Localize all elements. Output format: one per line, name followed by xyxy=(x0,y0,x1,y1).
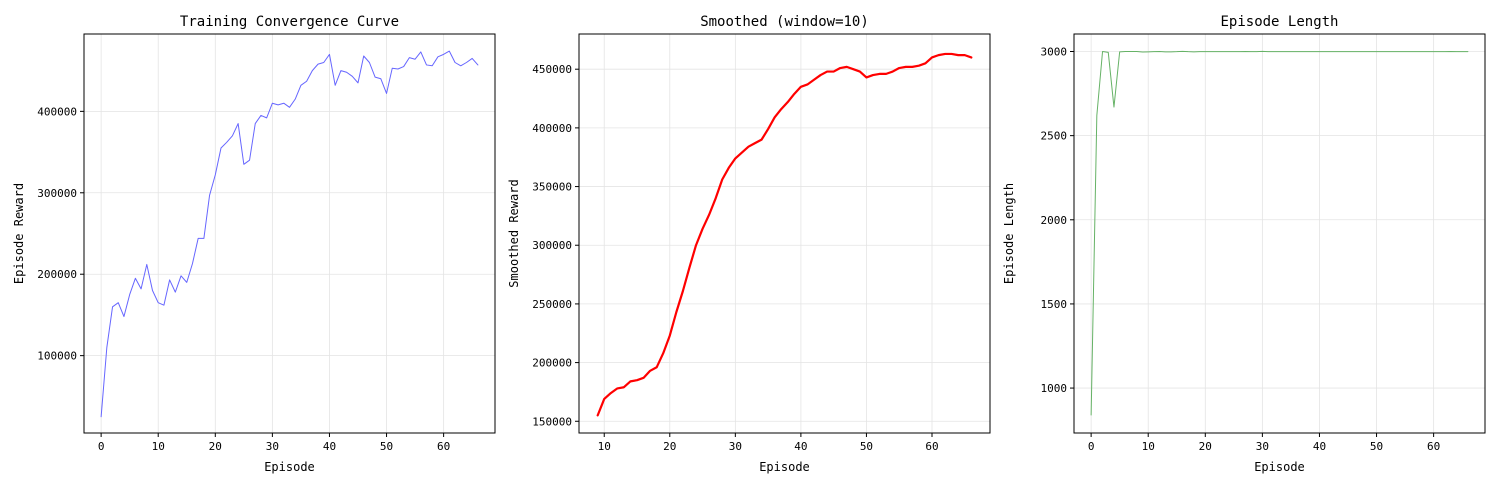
x-tick-label: 20 xyxy=(209,440,222,453)
y-tick-label: 400000 xyxy=(37,105,77,118)
y-tick-label: 300000 xyxy=(37,187,77,200)
x-tick-label: 40 xyxy=(1313,440,1326,453)
y-tick-label: 200000 xyxy=(532,357,572,370)
x-tick-label: 50 xyxy=(860,440,873,453)
chart-panel-1: 0 10 20 30 40 50 60 100000 200000 300000 400000 Tra… xyxy=(12,14,496,474)
y-tick-label: 150000 xyxy=(532,415,572,428)
y-tick-label: 450000 xyxy=(532,63,572,76)
y-tick-label: 350000 xyxy=(532,181,572,194)
x-tick-label: 60 xyxy=(925,440,938,453)
x-tick-label: 20 xyxy=(1199,440,1212,453)
x-tick-label: 0 xyxy=(98,440,105,453)
y-tick-label: 1500 xyxy=(1041,298,1068,311)
x-tick-label: 10 xyxy=(152,440,165,453)
x-axis-label: Episode xyxy=(759,460,810,474)
chart-title: Smoothed (window=10) xyxy=(700,14,869,30)
series-line-1 xyxy=(596,52,973,417)
y-axis-label: Episode Reward xyxy=(12,183,26,284)
x-tick-label: 30 xyxy=(266,440,279,453)
plot-frame xyxy=(83,33,496,434)
x-tick-label: 10 xyxy=(1142,440,1155,453)
chart-panel-2: 10 20 30 40 50 60 150000 200000 250000 300000 3500… xyxy=(507,14,991,474)
y-tick-label: 2500 xyxy=(1041,130,1068,143)
x-axis-label: Episode xyxy=(1254,460,1305,474)
y-tick-label: 100000 xyxy=(37,350,77,363)
y-tick-label: 300000 xyxy=(532,239,572,252)
x-tick-label: 30 xyxy=(729,440,742,453)
x-tick-label: 0 xyxy=(1088,440,1095,453)
chart-title: Episode Length xyxy=(1220,14,1338,30)
x-axis-label: Episode xyxy=(264,460,315,474)
y-axis-label: Episode Length xyxy=(1002,183,1016,284)
x-tick-label: 30 xyxy=(1256,440,1269,453)
x-tick-label: 60 xyxy=(1427,440,1440,453)
x-tick-label: 60 xyxy=(437,440,450,453)
y-tick-label: 200000 xyxy=(37,268,77,281)
chart-title: Training Convergence Curve xyxy=(180,14,399,30)
chart-panel-3: 0 10 20 30 40 50 60 1000 1500 2000 2500 3000 Episode… xyxy=(1002,14,1486,474)
x-tick-label: 20 xyxy=(663,440,676,453)
y-tick-label: 2000 xyxy=(1041,214,1068,227)
x-tick-label: 40 xyxy=(794,440,807,453)
y-tick-label: 400000 xyxy=(532,122,572,135)
x-tick-label: 50 xyxy=(380,440,393,453)
x-tick-label: 50 xyxy=(1370,440,1383,453)
plot-frame xyxy=(1073,33,1486,434)
y-tick-label: 1000 xyxy=(1041,382,1068,395)
series-line-1 xyxy=(100,50,479,418)
y-tick-label: 250000 xyxy=(532,298,572,311)
series-line-1 xyxy=(1090,50,1469,416)
plot-frame xyxy=(578,33,991,434)
x-tick-label: 40 xyxy=(323,440,336,453)
y-axis-label: Smoothed Reward xyxy=(507,179,521,287)
x-tick-label: 10 xyxy=(598,440,611,453)
y-tick-label: 3000 xyxy=(1041,46,1068,59)
